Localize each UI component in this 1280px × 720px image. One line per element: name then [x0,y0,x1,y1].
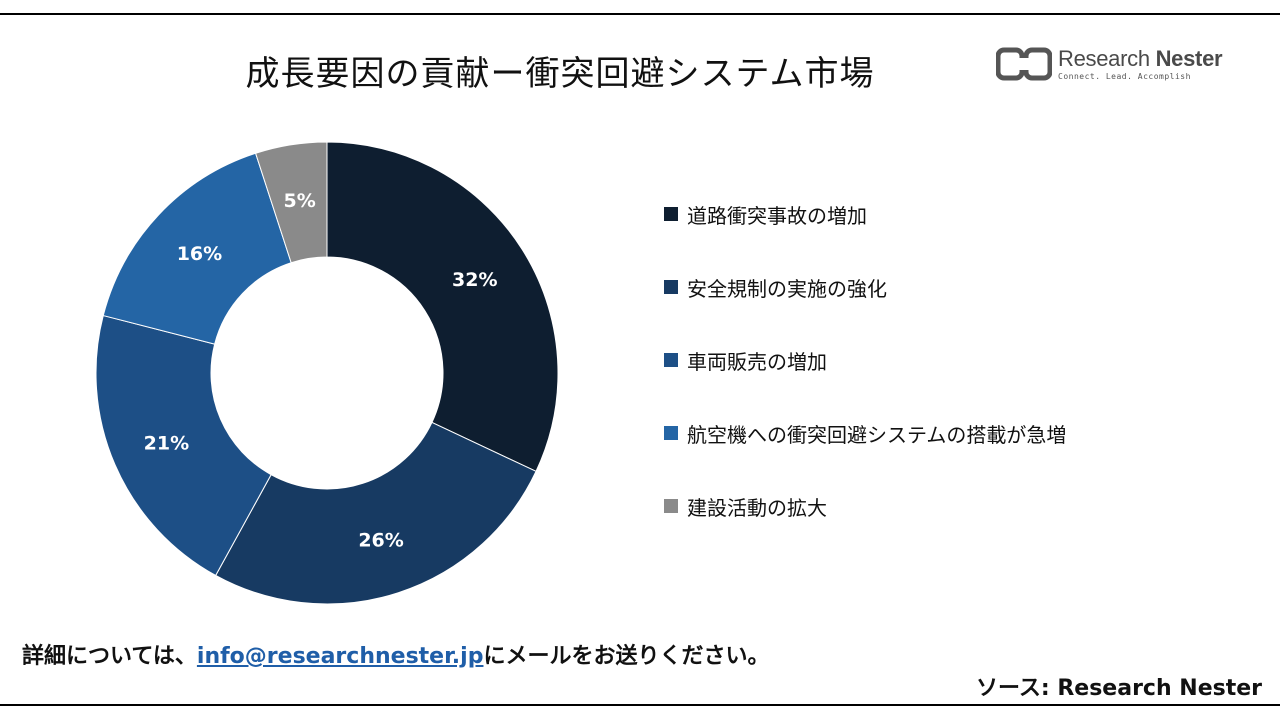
legend-item: 安全規制の実施の強化 [664,269,1066,305]
legend-swatch [664,207,678,221]
legend-swatch [664,353,678,367]
contact-note: 詳細については、info@researchnester.jpにメールをお送りくだ… [22,644,770,669]
top-border [0,13,1280,15]
slice-label-1: 32% [452,269,497,291]
legend-item: 航空機への衝突回避システムの搭載が急増 [664,415,1066,451]
donut-slice-5 [254,141,328,264]
slice-label-2: 26% [358,529,403,551]
logo-name: Research Nester [1058,45,1223,71]
legend-label: 建設活動の拡大 [687,495,827,520]
donut-slice-2 [215,421,537,605]
legend-item: 道路衝突事故の増加 [664,196,1066,232]
legend: 道路衝突事故の増加 安全規制の実施の強化 車両販売の増加航空機への衝突回避システムの… [664,196,1066,561]
legend-label: 道路衝突事故の増加 [687,203,867,228]
legend-label: 車両販売の増加 [687,349,827,374]
chart-title: 成長要因の貢献ー衝突回避システム市場 [245,54,875,94]
slice-label-4: 16% [177,243,222,265]
legend-label: 航空機への衝突回避システムの搭載が急増 [687,422,1067,447]
logo-mark-icon [996,47,1052,81]
legend-item: 建設活動の拡大 [664,488,1066,524]
donut-slice-1 [326,141,559,473]
bottom-border [0,704,1280,706]
logo-tagline: Connect. Lead. Accomplish [1058,71,1191,81]
source-credit: ソース: Research Nester [975,676,1262,701]
donut-slice-3 [95,314,272,577]
legend-item: 車両販売の増加 [664,342,1066,378]
legend-swatch [664,499,678,513]
slice-label-3: 21% [144,433,189,455]
legend-swatch [664,426,678,440]
email-link[interactable]: info@researchnester.jp [196,644,484,669]
legend-swatch [664,280,678,294]
donut-slice-4 [102,152,292,345]
legend-label: 安全規制の実施の強化 [687,276,887,301]
slice-label-5: 5% [283,190,315,212]
research-nester-logo: Research Nester Connect. Lead. Accomplis… [996,44,1223,84]
